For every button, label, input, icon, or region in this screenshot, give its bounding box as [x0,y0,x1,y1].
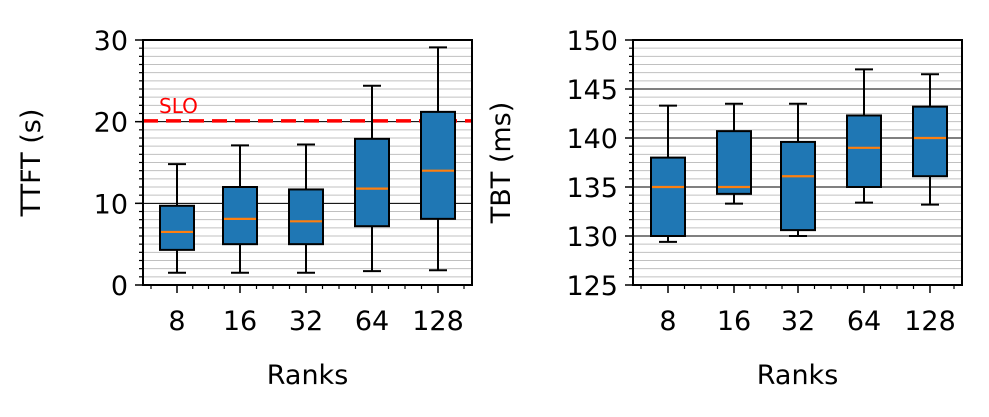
y-tick-label: 125 [566,271,618,302]
x-tick-label: 32 [781,306,815,337]
box-64 [846,68,882,204]
box-8 [159,163,195,274]
box-128 [420,46,456,272]
x-tick-label: 8 [168,306,185,337]
x-tick-label: 128 [904,306,956,337]
chart-panel-2: 125 130 135 140 145 150 8 16 32 64 128 Ranks TBT (ms… [486,26,963,391]
x-tick-label: 32 [289,306,323,337]
x-tick-label: 64 [847,306,881,337]
y-tick-label: 130 [566,222,618,253]
slo-label: SLO [159,94,198,118]
box-body [912,105,948,178]
x-axis-label: Ranks [757,360,839,391]
box-body [846,114,882,188]
box-32 [780,102,816,237]
y-tick-label: 145 [566,75,618,106]
y-axis-label: TBT (ms) [486,102,517,225]
y-tick-label: 150 [566,26,618,57]
box-body [288,188,324,246]
box-body [716,130,752,195]
box-body [354,137,390,228]
plot-frame [632,39,963,286]
box-16 [716,102,752,205]
box-body [420,110,456,220]
box-body [650,156,686,238]
y-tick-label: 135 [566,173,618,204]
y-tick-label: 30 [94,26,128,57]
box-body [780,140,816,232]
x-axis-label: Ranks [267,360,349,391]
box-8 [650,104,686,243]
box-64 [354,84,390,273]
x-tick-label: 16 [223,306,257,337]
box-body [222,186,258,246]
x-tick-label: 64 [355,306,389,337]
x-tick-label: 8 [659,306,676,337]
x-tick-label: 128 [412,306,464,337]
y-tick-label: 0 [111,271,128,302]
chart-panel-1: 0 10 20 30 SLO 8 16 32 64 128 Ranks TTFT (s) [16,26,473,391]
box-128 [912,73,948,206]
box-32 [288,143,324,274]
x-tick-label: 16 [717,306,751,337]
plot-frame [142,39,473,286]
y-axis-label: TTFT (s) [16,109,47,218]
box-16 [222,144,258,274]
y-tick-label: 140 [566,124,618,155]
box-body [159,204,195,251]
y-tick-label: 10 [94,189,128,220]
y-tick-label: 20 [94,108,128,139]
